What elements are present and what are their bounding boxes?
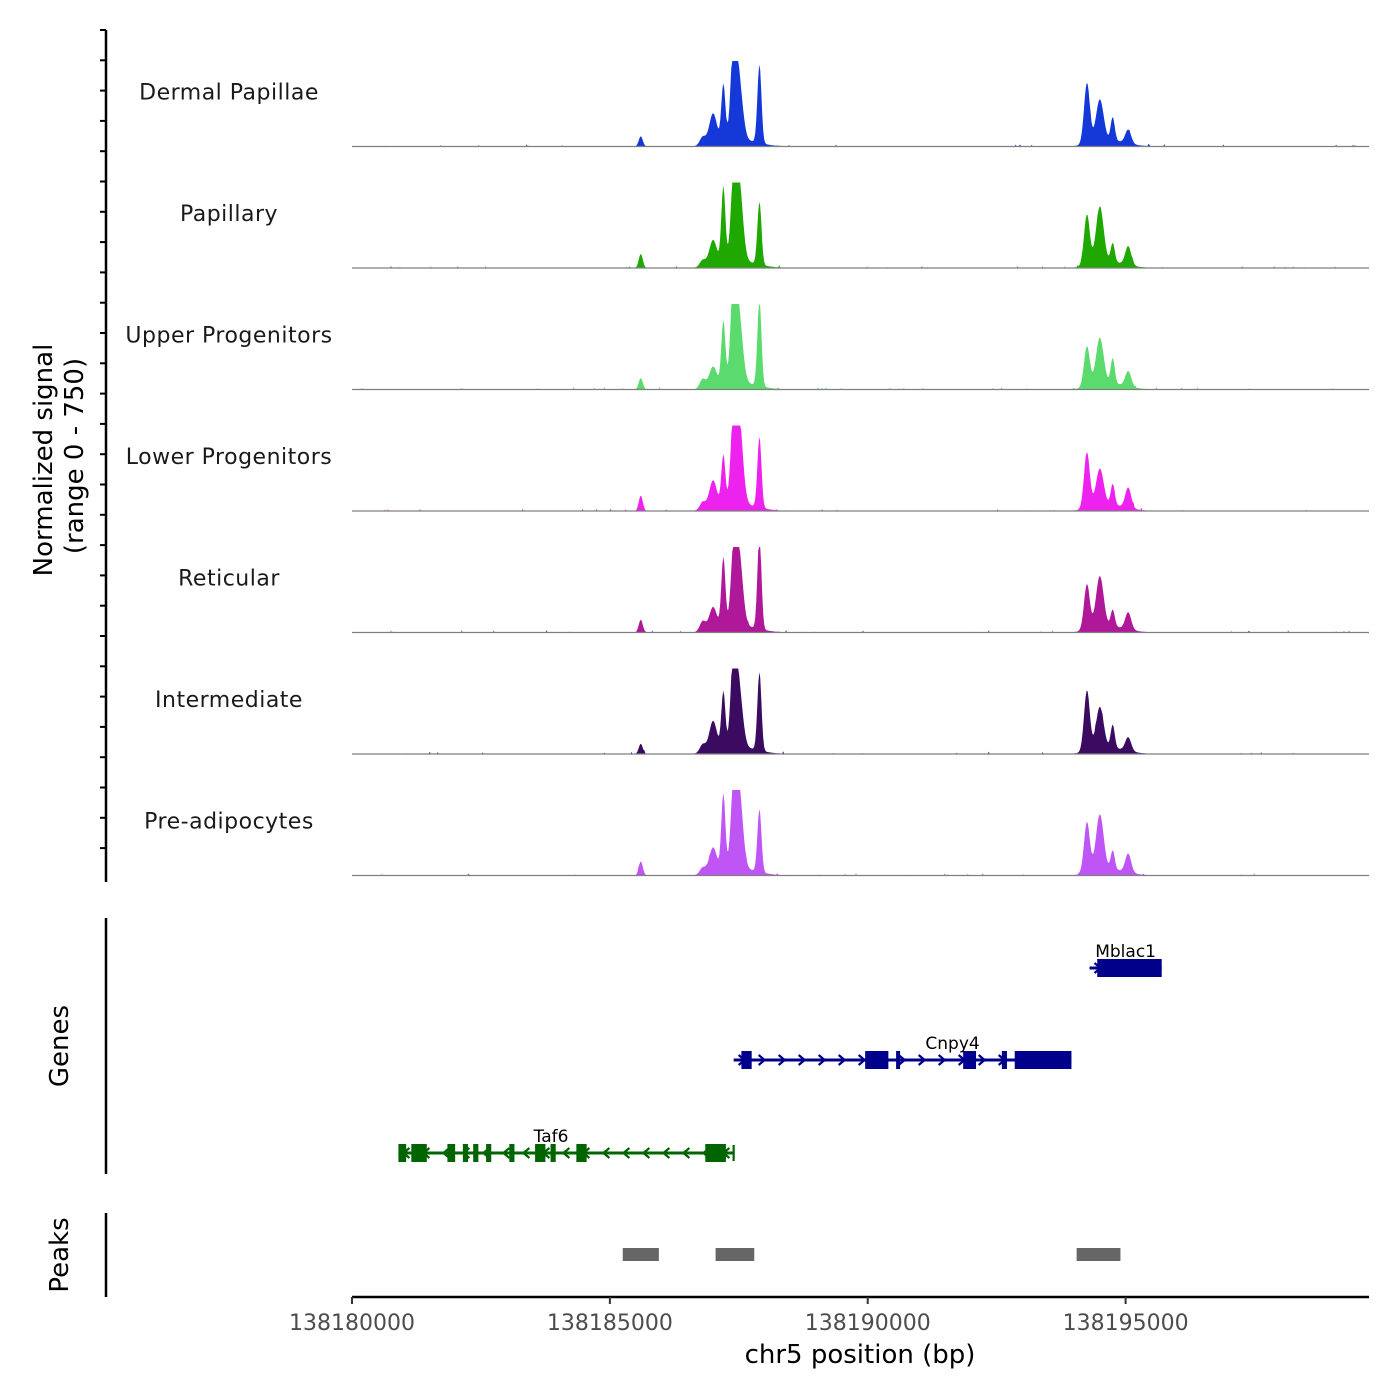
coverage-area xyxy=(352,182,1368,268)
track-label: Upper Progenitors xyxy=(125,324,332,349)
peaks-axis-title: Peaks xyxy=(45,1217,75,1292)
strand-arrow xyxy=(561,1147,571,1159)
gene-exon xyxy=(447,1144,456,1162)
gene-exon xyxy=(462,1144,469,1162)
track-label: Intermediate xyxy=(155,688,303,713)
gene-exon xyxy=(535,1144,546,1162)
x-tick-label: 138185000 xyxy=(547,1311,673,1336)
gene-taf6: Taf6 xyxy=(398,1127,735,1162)
track-label: Lower Progenitors xyxy=(126,445,332,470)
gene-exon xyxy=(550,1144,556,1162)
strand-arrow xyxy=(857,1054,867,1066)
track-pre-adipocytes: Pre-adipocytes xyxy=(144,790,1369,877)
strand-arrow xyxy=(757,1054,767,1066)
genes-axis-title: Genes xyxy=(45,1005,75,1087)
strand-arrow xyxy=(501,1147,511,1159)
x-tick-label: 138195000 xyxy=(1063,1311,1189,1336)
gene-exon xyxy=(411,1144,427,1162)
track-intermediate: Intermediate xyxy=(155,668,1369,755)
gene-exon xyxy=(865,1051,889,1069)
coverage-area xyxy=(352,425,1368,511)
axes-layer: 138180000 138185000 138190000 138195000 xyxy=(100,29,1369,1336)
coverage-tracks: Dermal Papillae Papillary Upper Progenitor… xyxy=(125,61,1369,877)
track-dermal-papillae: Dermal Papillae xyxy=(139,61,1369,148)
gene-exon xyxy=(473,1144,479,1162)
strand-arrow xyxy=(661,1147,671,1159)
gene-exon xyxy=(705,1144,726,1162)
gene-exon xyxy=(963,1051,977,1069)
strand-arrow xyxy=(817,1054,827,1066)
x-axis-title: chr5 position (bp) xyxy=(745,1340,976,1370)
strand-arrow xyxy=(641,1147,651,1159)
coverage-area xyxy=(352,304,1368,390)
gene-label: Cnpy4 xyxy=(925,1034,979,1054)
strand-arrow xyxy=(977,1054,987,1066)
track-label: Papillary xyxy=(180,202,278,227)
gene-mblac1: Mblac1 xyxy=(1089,942,1162,977)
gene-exon xyxy=(486,1144,492,1162)
gene-exon xyxy=(1097,959,1162,977)
coverage-area xyxy=(352,547,1368,633)
peak-track xyxy=(622,1248,1121,1261)
track-papillary: Papillary xyxy=(180,182,1369,269)
coverage-area xyxy=(352,790,1368,876)
x-tick-label: 138180000 xyxy=(289,1311,415,1336)
strand-arrow xyxy=(897,1054,907,1066)
strand-arrow xyxy=(621,1147,631,1159)
y-axis-title-line2: (range 0 - 750) xyxy=(60,358,90,554)
gene-exon xyxy=(576,1144,587,1162)
gene-exon xyxy=(1001,1051,1007,1069)
track-label: Reticular xyxy=(178,567,280,592)
strand-arrow xyxy=(777,1054,787,1066)
gene-label: Taf6 xyxy=(533,1127,569,1147)
peak-region xyxy=(622,1248,659,1261)
peak-region xyxy=(1076,1248,1121,1261)
coverage-area xyxy=(352,668,1368,754)
strand-arrow xyxy=(681,1147,691,1159)
gene-exon xyxy=(1014,1051,1072,1069)
track-upper-progenitors: Upper Progenitors xyxy=(125,304,1369,391)
gene-cnpy4: Cnpy4 xyxy=(733,1034,1072,1069)
gene-exon xyxy=(509,1144,515,1162)
track-label: Pre-adipocytes xyxy=(144,810,314,835)
gene-label: Mblac1 xyxy=(1095,942,1156,962)
peak-region xyxy=(715,1248,755,1261)
track-reticular: Reticular xyxy=(178,547,1369,634)
gene-exon xyxy=(741,1051,752,1069)
gene-exon xyxy=(398,1144,407,1162)
strand-arrow xyxy=(837,1054,847,1066)
strand-arrow xyxy=(937,1054,947,1066)
gene-track: Mblac1 Cnpy4 Taf6 xyxy=(398,942,1162,1162)
strand-arrow xyxy=(917,1054,927,1066)
gene-exon xyxy=(896,1051,901,1069)
track-lower-progenitors: Lower Progenitors xyxy=(126,425,1369,512)
coverage-area xyxy=(352,61,1368,147)
x-tick-label: 138190000 xyxy=(805,1311,931,1336)
strand-arrow xyxy=(797,1054,807,1066)
y-axis-title-line1: Normalized signal xyxy=(29,344,59,577)
strand-arrow xyxy=(521,1147,531,1159)
strand-arrow xyxy=(601,1147,611,1159)
track-label: Dermal Papillae xyxy=(139,81,319,106)
